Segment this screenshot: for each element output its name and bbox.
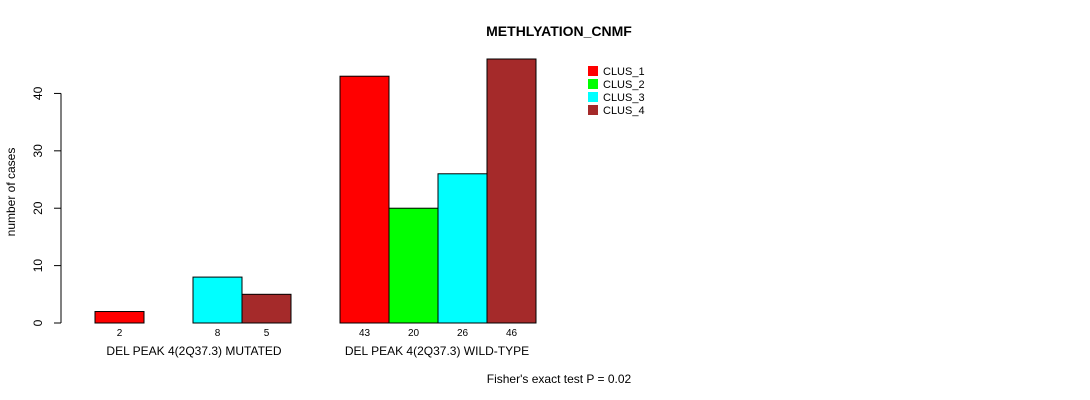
y-axis: 0 10 20 30 40 [31, 86, 62, 326]
bar-clus-4-group-2 [486, 58, 537, 324]
bar-clus-4-group-1 [241, 293, 292, 324]
category-label-wild-type: DEL PEAK 4(2Q37.3) WILD-TYPE [345, 344, 529, 358]
y-axis-label: number of cases [4, 148, 18, 237]
bar-clus-3-group-1 [192, 276, 243, 324]
bar-label-clus-1-group-2: 43 [359, 328, 371, 339]
bar-clus-2-group-2 [388, 207, 439, 324]
y-tick-label-0: 0 [31, 319, 45, 326]
bar-label-clus-4-group-2: 46 [506, 328, 518, 339]
legend-label-clus-3: CLUS_3 [603, 92, 645, 104]
bar-clus-3-group-2 [437, 173, 488, 324]
bar-label-clus-4-group-1: 5 [264, 328, 270, 339]
bar-value-labels: 2 8 5 43 20 26 46 [117, 328, 518, 339]
bar-clus-1-group-1 [94, 311, 145, 324]
legend-swatch-clus-1 [588, 66, 598, 76]
legend-label-clus-1: CLUS_1 [603, 66, 645, 78]
legend-swatch-clus-2 [588, 79, 598, 89]
bar-clus-1-group-2 [339, 75, 390, 324]
y-tick-label-20: 20 [31, 201, 45, 215]
legend-swatch-clus-3 [588, 92, 598, 102]
legend-label-clus-4: CLUS_4 [603, 105, 645, 117]
y-tick-label-30: 30 [31, 144, 45, 158]
bar-label-clus-3-group-2: 26 [457, 328, 469, 339]
bar-label-clus-2-group-2: 20 [408, 328, 420, 339]
legend-label-clus-2: CLUS_2 [603, 79, 645, 91]
y-tick-label-40: 40 [31, 86, 45, 100]
category-label-mutated: DEL PEAK 4(2Q37.3) MUTATED [106, 344, 281, 358]
bar-label-clus-1-group-1: 2 [117, 328, 123, 339]
bars [94, 58, 537, 324]
chart-title: METHLYATION_CNMF [486, 23, 632, 39]
legend-swatch-clus-4 [588, 105, 598, 115]
y-tick-label-10: 10 [31, 259, 45, 273]
bar-label-clus-3-group-1: 8 [215, 328, 221, 339]
fisher-test-annotation: Fisher's exact test P = 0.02 [487, 372, 632, 386]
